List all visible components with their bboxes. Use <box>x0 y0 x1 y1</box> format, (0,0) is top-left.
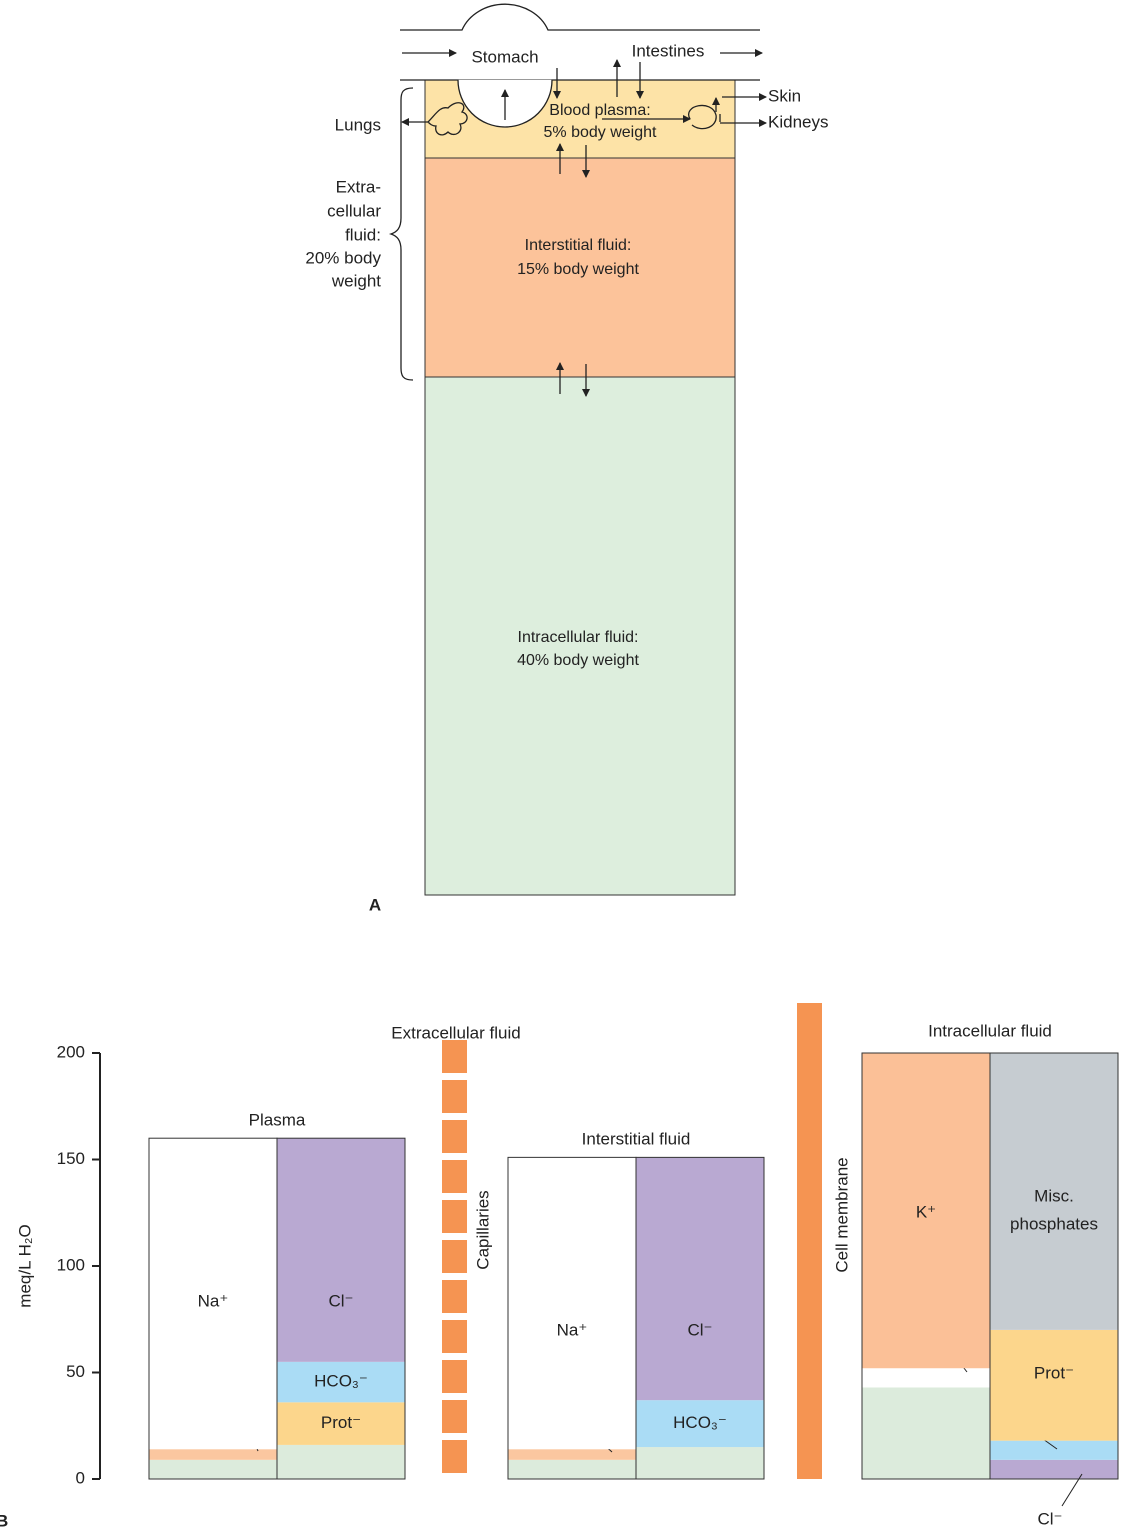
segment-label: Cl⁻ <box>328 1291 353 1310</box>
segment <box>149 1138 277 1450</box>
segment <box>277 1444 405 1479</box>
segment <box>636 1400 764 1448</box>
capillaries-label: Capillaries <box>473 1190 492 1269</box>
segment <box>508 1449 636 1460</box>
segment <box>277 1402 405 1445</box>
interstitial-box <box>424 157 736 378</box>
segment <box>862 1053 990 1369</box>
panel-label: B <box>0 1511 8 1530</box>
segment-label: Prot⁻ <box>321 1413 361 1432</box>
kidneys-label: Kidneys <box>768 112 828 131</box>
skin-label: Skin <box>768 86 801 105</box>
y-tick-label: 150 <box>57 1149 85 1168</box>
segment-label: HCO₃⁻ <box>673 1413 727 1432</box>
column-outline <box>276 1137 406 1480</box>
capillary-segment <box>442 1280 467 1313</box>
extracellular-label: fluid: <box>345 225 381 244</box>
segment <box>990 1053 1118 1330</box>
cell-membrane-label: Cell membrane <box>832 1157 851 1272</box>
group-title: Intracellular fluid <box>928 1021 1052 1040</box>
capillary-segment <box>442 1400 467 1433</box>
capillary-segment <box>442 1120 467 1153</box>
segment <box>277 1138 405 1362</box>
segment <box>990 1329 1118 1441</box>
extracellular-label: 20% body <box>305 248 381 267</box>
extracellular-title: Extracellular fluid <box>391 1023 520 1042</box>
stomach-label: Stomach <box>471 47 538 66</box>
interstitial-label: 15% body weight <box>517 261 639 278</box>
segment-label: phosphates <box>1010 1214 1098 1233</box>
intracellular-label: 40% body weight <box>517 652 639 669</box>
column-outline <box>635 1156 765 1480</box>
cell-membrane <box>797 1003 822 1479</box>
panel-a: Stomach Intestines Lungs Skin Kidneys Bl… <box>305 3 828 914</box>
segment-label: Prot⁻ <box>1034 1363 1074 1382</box>
column-outline <box>989 1052 1119 1480</box>
segment <box>636 1447 764 1479</box>
group-title: Interstitial fluid <box>582 1129 691 1148</box>
y-tick-label: 50 <box>66 1362 85 1381</box>
segment <box>149 1459 277 1479</box>
segment <box>636 1157 764 1401</box>
interstitial-label: Interstitial fluid: <box>525 237 632 254</box>
capillary-segment <box>442 1240 467 1273</box>
segment <box>508 1459 636 1479</box>
capillaries <box>442 1040 467 1473</box>
capillary-segment <box>442 1440 467 1473</box>
y-tick-label: 100 <box>57 1255 85 1274</box>
tube-top <box>400 3 760 31</box>
plasma-label: Blood plasma: <box>549 102 650 119</box>
capillary-segment <box>442 1160 467 1193</box>
y-tick-label: 200 <box>57 1042 85 1061</box>
arrows <box>401 49 767 397</box>
extracellular-label: weight <box>331 271 381 290</box>
segment <box>990 1459 1118 1479</box>
segment <box>862 1368 990 1388</box>
segment <box>990 1440 1118 1460</box>
segment-label: Na⁺ <box>557 1320 588 1339</box>
intestines-label: Intestines <box>632 41 705 60</box>
segment-label: Na⁺ <box>198 1291 229 1310</box>
kidney-icon <box>688 104 721 130</box>
intracellular-label: Intracellular fluid: <box>518 629 639 646</box>
brace <box>388 87 414 381</box>
y-tick-label: 0 <box>76 1468 85 1487</box>
capillary-segment <box>442 1080 467 1113</box>
plasma-label: 5% body weight <box>544 124 658 141</box>
y-axis-label: meq/L H₂O <box>15 1224 34 1307</box>
capillary-segment <box>442 1360 467 1393</box>
segment <box>277 1361 405 1403</box>
capillary-segment <box>442 1200 467 1233</box>
capillary-segment <box>442 1320 467 1353</box>
capillary-segment <box>442 1040 467 1073</box>
intracellular-box <box>424 376 736 896</box>
extracellular-label: Extra- <box>336 177 381 196</box>
segment <box>149 1449 277 1460</box>
lungs-icon <box>427 102 468 136</box>
extracellular-label: cellular <box>327 201 381 220</box>
segment-label: Cl⁻ <box>1037 1509 1062 1528</box>
segment-label: Misc. <box>1034 1186 1074 1205</box>
panel-label: A <box>369 895 381 914</box>
group-title: Plasma <box>249 1110 306 1129</box>
segment-label: Cl⁻ <box>687 1320 712 1339</box>
segment-label: K⁺ <box>916 1202 936 1221</box>
segment <box>508 1157 636 1450</box>
lungs-label: Lungs <box>335 115 381 134</box>
segment-label: HCO₃⁻ <box>314 1372 368 1391</box>
segment <box>862 1387 990 1479</box>
tube-bottom <box>400 79 760 128</box>
